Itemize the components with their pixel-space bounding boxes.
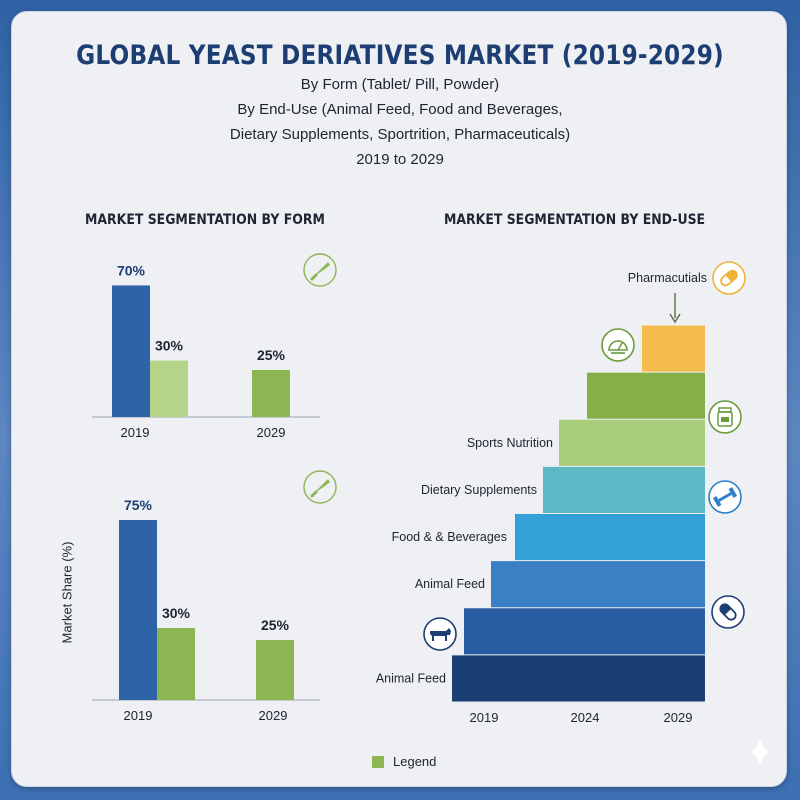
enduse-top-annotation: Pharmacutials [628, 271, 707, 285]
enduse-layer [491, 561, 705, 608]
form-chart-top: 2019 70% 30% 2029 25% [92, 262, 320, 440]
bar [252, 370, 290, 417]
enduse-section-title: MARKET SEGMENTATION BY END-USE [444, 212, 706, 228]
legend-swatch [372, 756, 384, 768]
data-label: 70% [117, 262, 146, 278]
subtitle-line-3: Dietary Supplements, Sportrition, Pharma… [229, 126, 571, 143]
subtitle-line-1: By Form (Tablet/ Pill, Powder) [300, 76, 500, 93]
bar [256, 640, 294, 700]
cow-icon [423, 617, 457, 651]
bar [157, 628, 195, 700]
form-chart-bottom: 2019 75% 30% 2029 25% [92, 497, 320, 723]
enduse-layer [587, 372, 705, 419]
data-label: 25% [261, 617, 290, 633]
pill-icon [712, 261, 746, 295]
x-tick-label: 2029 [257, 425, 286, 440]
data-label: 75% [124, 497, 153, 513]
enduse-layer [543, 466, 705, 513]
jar-icon [708, 400, 742, 434]
scoop-icon [303, 470, 337, 504]
x-tick-label: 2019 [470, 710, 499, 725]
x-tick-label: 2029 [664, 710, 693, 725]
enduse-layer [452, 655, 705, 702]
subtitle-line-2: By End-Use (Animal Feed, Food and Bevera… [237, 101, 563, 118]
x-tick-label: 2024 [571, 710, 600, 725]
enduse-layer-label: Animal Feed [376, 671, 446, 685]
legend-label: Legend [393, 754, 437, 769]
data-label: 30% [155, 338, 184, 354]
page-title: GLOBAL YEAST DERIATIVES MARKET (2019-202… [76, 40, 724, 71]
enduse-layer-label: Animal Feed [415, 577, 485, 591]
enduse-chart: Animal Feed Animal Feed Food & & Beverages… [376, 271, 707, 725]
data-label: 25% [257, 347, 286, 363]
x-tick-label: 2019 [124, 708, 153, 723]
enduse-layer [515, 514, 705, 561]
sparkle-icon [748, 738, 772, 766]
data-label: 30% [162, 605, 191, 621]
annotation-arrow-head [669, 313, 681, 324]
enduse-layer-label: Dietary Supplements [421, 483, 537, 497]
enduse-layer-label: Food & & Beverages [392, 530, 507, 544]
subtitle-line-4: 2019 to 2029 [356, 151, 444, 168]
enduse-layer-label: Sports Nutrition [467, 436, 553, 450]
capsule-icon [711, 595, 745, 629]
dumbbell-icon [708, 480, 742, 514]
bar [112, 285, 150, 417]
enduse-layer [642, 325, 705, 372]
enduse-layer [464, 608, 705, 655]
bar [150, 360, 188, 417]
form-section-title: MARKET SEGMENTATION BY FORM [85, 212, 325, 228]
enduse-layer [559, 419, 705, 466]
x-tick-label: 2019 [121, 425, 150, 440]
scale-icon [601, 328, 635, 362]
bar [119, 520, 157, 700]
scoop-icon [303, 253, 337, 287]
x-tick-label: 2029 [259, 708, 288, 723]
